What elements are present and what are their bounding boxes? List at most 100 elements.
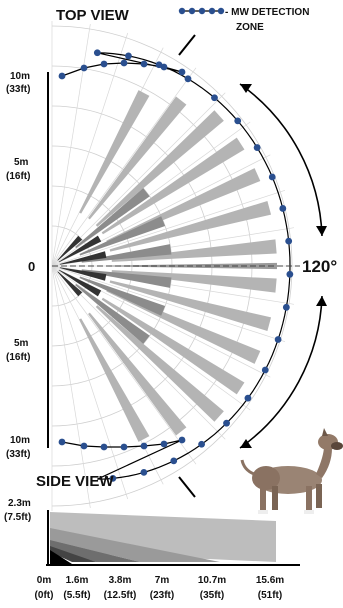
mw-zone-marker	[178, 68, 186, 76]
far-beam	[101, 137, 245, 235]
label-10m-lower: 10m	[10, 435, 30, 446]
distance-m-label: 3.8m	[109, 575, 132, 586]
near-beam	[57, 271, 83, 297]
side-beam-close	[50, 546, 96, 562]
far-beam	[101, 297, 245, 395]
mw-zone-marker	[120, 443, 128, 451]
grid-ray	[51, 265, 129, 500]
top-view-title: TOP VIEW	[56, 7, 130, 24]
mw-zone-marker	[155, 61, 163, 69]
label-5m-lower: 5m	[14, 338, 29, 349]
far-beam	[79, 318, 150, 442]
distance-ft-label: (23ft)	[150, 590, 174, 601]
grid-ray	[51, 32, 129, 267]
distance-ft-label: (51ft)	[258, 590, 282, 601]
mid-beam	[75, 283, 150, 344]
mid-beam	[75, 188, 150, 249]
grid-ray	[51, 67, 197, 267]
angle-arc-lower	[239, 295, 323, 449]
label-16ft-upper: (16ft)	[6, 171, 30, 182]
grid-ray	[51, 121, 251, 267]
far-beam	[95, 110, 224, 227]
mw-zone-marker	[261, 366, 269, 374]
near-beam	[58, 269, 102, 297]
side-beam-mid	[50, 528, 220, 562]
mw-zone-marker	[93, 49, 101, 57]
label-33ft-upper: (33ft)	[6, 84, 30, 95]
mw-zone-marker	[100, 60, 108, 68]
mid-beam	[79, 216, 166, 256]
side-view-beams	[50, 512, 276, 564]
arrow-head-upper	[240, 84, 252, 93]
near-beam	[59, 267, 107, 281]
label-16ft-lower: (16ft)	[6, 352, 30, 363]
mw-zone-marker	[170, 457, 178, 465]
arrow-head-lower	[316, 296, 327, 306]
mw-zone-marker	[178, 436, 186, 444]
mw-zone-marker	[223, 419, 230, 427]
side-beam-base	[50, 550, 72, 564]
grid-ray	[51, 189, 286, 267]
detection-beams	[57, 90, 277, 442]
side-height-m: 2.3m	[8, 498, 31, 509]
beam-limit-tick-lower	[178, 476, 196, 498]
grid-ray	[51, 92, 226, 267]
mw-zone-marker	[80, 442, 88, 450]
mw-zone-marker	[120, 59, 128, 67]
mw-zone-marker	[125, 52, 132, 60]
mw-zone-marker	[184, 75, 192, 83]
mw-zone-marker	[282, 303, 290, 311]
label-5m-upper: 5m	[14, 157, 29, 168]
mid-beam	[79, 276, 166, 316]
mw-zone-marker	[234, 117, 242, 125]
arrow-head-lower-end	[240, 439, 252, 448]
far-beam	[111, 270, 277, 293]
distance-m-label: 1.6m	[66, 575, 89, 586]
mw-zone-marker	[58, 438, 66, 446]
distance-m-label: 0m	[37, 575, 52, 586]
side-height-ft: (7.5ft)	[4, 512, 31, 523]
side-view-title: SIDE VIEW	[36, 473, 114, 490]
angle-label: 120°	[302, 257, 337, 276]
grid-ray	[51, 265, 286, 343]
far-beam	[88, 312, 187, 436]
legend: - MW DETECTION ZONE	[178, 7, 309, 33]
grid-ray	[51, 265, 197, 465]
label-zero: 0	[28, 259, 35, 274]
distance-m-label: 7m	[155, 575, 170, 586]
distance-m-label: 10.7m	[198, 575, 226, 586]
mw-zone-marker	[80, 64, 88, 72]
grid-ray	[51, 265, 91, 509]
mw-zone-marker	[160, 440, 168, 448]
mw-zone-marker	[211, 94, 218, 102]
grid-ray	[51, 23, 91, 267]
arrow-head-upper-end	[316, 226, 327, 236]
mw-zone-marker	[109, 474, 117, 482]
far-beam	[88, 96, 187, 220]
mw-zone-marker	[198, 440, 205, 448]
far-beam	[109, 280, 272, 332]
dog-illustration	[240, 428, 343, 514]
mw-zone-marker	[244, 394, 252, 402]
mw-zone-marker	[140, 468, 148, 476]
beam-limit-tick-upper	[178, 34, 196, 56]
mw-zone-marker	[140, 60, 148, 68]
label-10m-upper: 10m	[10, 71, 30, 82]
side-beam-near	[50, 540, 140, 562]
label-33ft-lower: (33ft)	[6, 449, 30, 460]
distance-ft-label: (35ft)	[200, 590, 224, 601]
distance-ft-label: (5.5ft)	[63, 590, 90, 601]
far-beam	[95, 305, 224, 422]
mw-zone-marker	[285, 237, 293, 245]
distance-ft-label: (12.5ft)	[104, 590, 137, 601]
near-beam	[57, 235, 83, 261]
mw-zone-marker	[274, 336, 282, 343]
distance-ft-label: (0ft)	[35, 590, 54, 601]
far-beam	[109, 200, 272, 252]
legend-label-line1: - MW DETECTION	[225, 7, 309, 18]
mw-zone-marker	[286, 270, 294, 278]
far-beam	[79, 90, 150, 214]
far-beam	[111, 239, 277, 262]
grid-ray	[51, 265, 226, 440]
